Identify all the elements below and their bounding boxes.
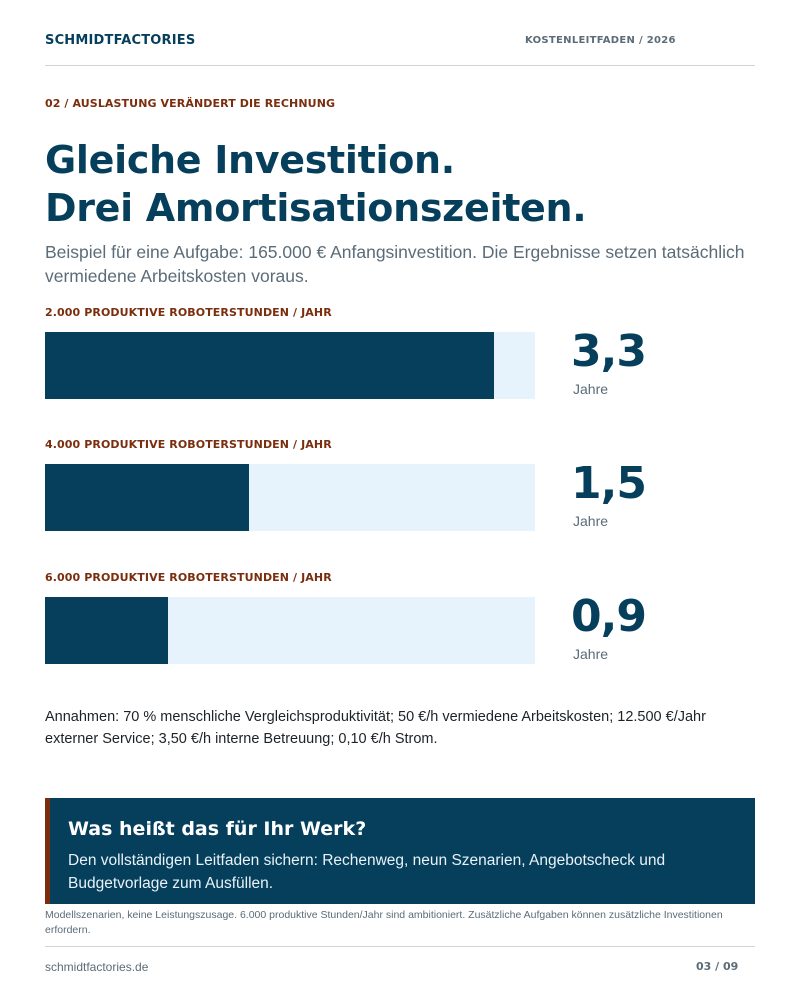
scenario-4000h: 4.000 PRODUKTIVE ROBOTERSTUNDEN / JAHR 1… [45, 438, 755, 548]
bar-value-label: 1,5 [571, 458, 647, 509]
section-eyebrow: 02 / AUSLASTUNG VERÄNDERT DIE RECHNUNG [45, 97, 336, 110]
bar-unit-label: Jahre [573, 381, 609, 397]
page-title: Gleiche Investition. Drei Amortisationsz… [45, 136, 765, 232]
title-line-1: Gleiche Investition. [45, 138, 455, 182]
scenario-2000h: 2.000 PRODUKTIVE ROBOTERSTUNDEN / JAHR 3… [45, 306, 755, 416]
bar-unit-label: Jahre [573, 513, 609, 529]
intro-text: Beispiel für eine Aufgabe: 165.000 € Anf… [45, 242, 745, 286]
website-link[interactable]: schmidtfactories.de [45, 960, 149, 974]
page-number: 03 / 09 [696, 960, 739, 973]
bar [45, 464, 250, 531]
page-footer: schmidtfactories.de 03 / 09 [45, 946, 755, 986]
bar-label: 4.000 PRODUKTIVE ROBOTERSTUNDEN / JAHR [45, 438, 332, 451]
assumptions-text: Annahmen: 70 % menschliche Vergleichspro… [45, 709, 706, 747]
document-meta: KOSTENLEITFADEN / 2026 [525, 35, 676, 46]
cta-title: Was heißt das für Ihr Werk? [68, 818, 367, 840]
title-line-2: Drei Amortisationszeiten. [45, 186, 587, 230]
bar-value-label: 3,3 [571, 326, 647, 377]
bar [45, 597, 168, 664]
brand-name: SCHMIDTFACTORIES [45, 33, 196, 48]
bar-unit-label: Jahre [573, 646, 609, 662]
bar-track [45, 464, 535, 531]
cta-text: Den vollständigen Leitfaden sichern: Rec… [68, 852, 666, 892]
bar-value-label: 0,9 [571, 591, 647, 642]
bar-track [45, 332, 535, 399]
disclaimer: Modellszenarien, keine Leistungszusage. … [45, 909, 723, 936]
bar [45, 332, 495, 399]
page-header: SCHMIDTFACTORIES KOSTENLEITFADEN / 2026 [45, 28, 755, 66]
bar-label: 2.000 PRODUKTIVE ROBOTERSTUNDEN / JAHR [45, 306, 332, 319]
bar-label: 6.000 PRODUKTIVE ROBOTERSTUNDEN / JAHR [45, 571, 332, 584]
scenario-6000h: 6.000 PRODUKTIVE ROBOTERSTUNDEN / JAHR 0… [45, 571, 755, 681]
bar-track [45, 597, 535, 664]
cta-banner[interactable]: Was heißt das für Ihr Werk? Den vollstän… [45, 798, 755, 904]
